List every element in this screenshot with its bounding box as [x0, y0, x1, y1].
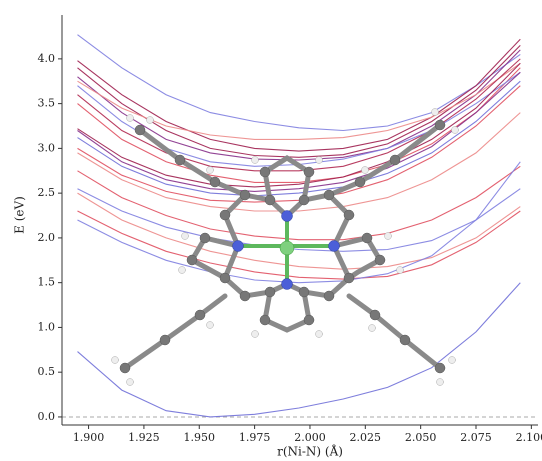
y-tick-label: 0.5	[38, 365, 56, 378]
x-tick-label: 1.925	[128, 431, 160, 444]
series-line	[78, 162, 521, 283]
x-tick-label: 2.000	[294, 431, 326, 444]
y-tick-label: 2.5	[38, 186, 56, 199]
x-tick-label: 1.900	[73, 431, 105, 444]
x-tick-label: 1.975	[239, 431, 271, 444]
y-tick-label: 3.5	[38, 97, 56, 110]
series-line	[78, 35, 521, 131]
series-line	[78, 283, 521, 417]
x-tick-label: 2.050	[405, 431, 437, 444]
y-tick-label: 0.0	[38, 410, 56, 423]
x-tick-label: 2.025	[350, 431, 382, 444]
y-tick-label: 1.5	[38, 276, 56, 289]
y-axis-label: E (eV)	[13, 196, 27, 234]
y-tick-label: 4.0	[38, 52, 56, 65]
series-line	[78, 50, 521, 160]
series-line	[78, 59, 521, 171]
y-tick-label: 2.0	[38, 231, 56, 244]
series-line	[78, 72, 521, 166]
x-tick-label: 2.100	[516, 431, 542, 444]
y-tick-label: 3.0	[38, 141, 56, 154]
chart: E (eV) r(Ni-N) (Å) 0.0 0.5 1.0 1.5 2.0 2.5 3.0…	[0, 0, 542, 461]
x-axis-label: r(Ni-N) (Å)	[277, 444, 343, 459]
x-tick-label: 2.075	[460, 431, 492, 444]
series-line	[78, 81, 521, 196]
y-tick-label: 1.0	[38, 320, 56, 333]
x-tick-label: 1.950	[184, 431, 216, 444]
